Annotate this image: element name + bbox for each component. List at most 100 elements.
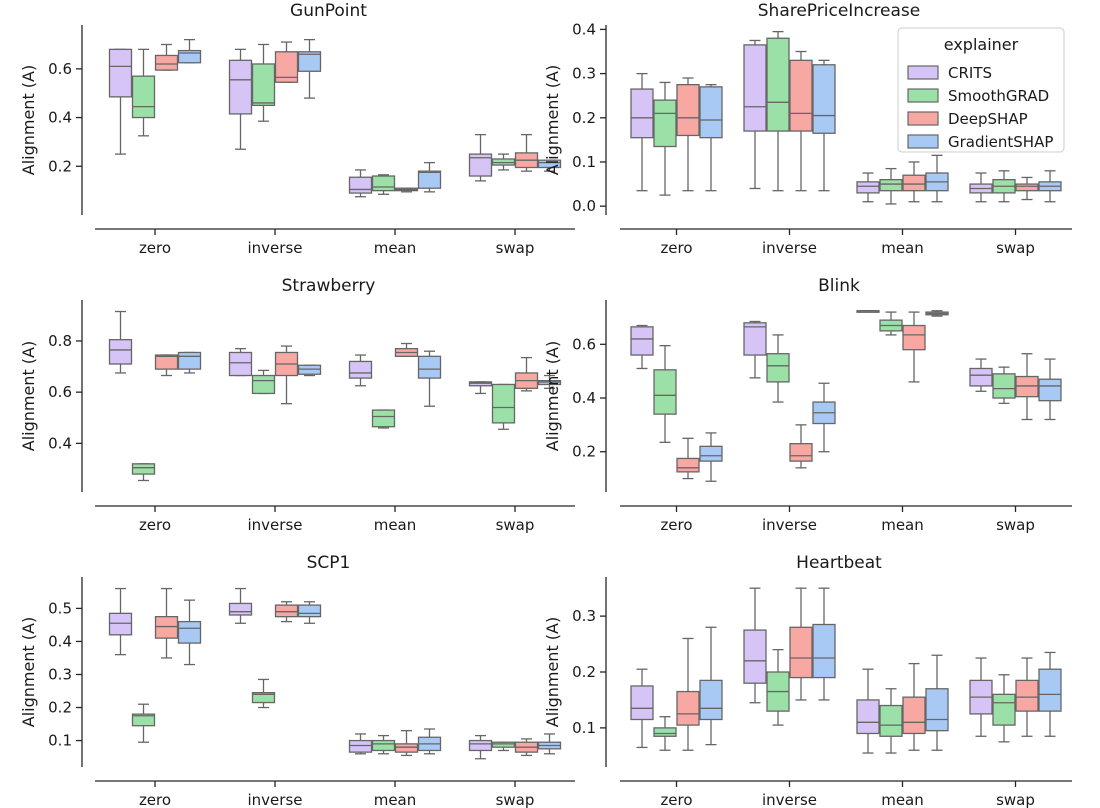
box-crits-inverse xyxy=(228,587,253,624)
box-smoothgrad-inverse xyxy=(251,678,276,709)
box-iqr xyxy=(491,741,516,748)
box-gradientshap-zero xyxy=(699,626,723,746)
box-smoothgrad-inverse xyxy=(766,30,790,192)
box-crits-zero xyxy=(108,48,133,155)
box-crits-inverse xyxy=(743,587,767,704)
panel-blink: Blink 0.2 0.4 0.6 Alignment (A) zero inverse me… xyxy=(543,276,1072,534)
box-crits-inverse xyxy=(228,48,253,150)
box-iqr xyxy=(1015,375,1039,398)
x-tick-label-zero: zero xyxy=(139,516,171,534)
y-tick-label: 0.3 xyxy=(48,665,72,683)
y-tick-label: 0.3 xyxy=(572,65,596,83)
box-iqr xyxy=(371,175,396,192)
y-tick-label: 0.2 xyxy=(48,699,72,717)
box-smoothgrad-swap xyxy=(992,366,1016,405)
box-gradientshap-mean xyxy=(417,350,442,407)
box-smoothgrad-swap xyxy=(491,383,516,430)
box-gradientshap-mean xyxy=(925,154,949,203)
box-smoothgrad-mean xyxy=(879,688,903,754)
box-gradientshap-zero xyxy=(699,432,723,482)
box-iqr xyxy=(879,179,903,192)
y-tick-label: 0.4 xyxy=(572,389,596,407)
box-gradientshap-inverse xyxy=(812,382,836,453)
legend-frame xyxy=(897,27,1065,153)
x-tick-label-mean: mean xyxy=(374,239,417,257)
box-crits-zero xyxy=(630,324,654,370)
box-iqr xyxy=(154,54,179,71)
panel-title: Heartbeat xyxy=(796,553,882,573)
box-iqr xyxy=(743,322,767,356)
y-tick-label: 0.2 xyxy=(572,663,596,681)
box-smoothgrad-swap xyxy=(491,153,516,171)
x-tick-label-inverse: inverse xyxy=(248,791,303,808)
box-deepshap-zero xyxy=(154,43,179,71)
box-iqr xyxy=(468,739,493,752)
box-smoothgrad-swap xyxy=(992,170,1016,203)
box-crits-inverse xyxy=(743,320,767,379)
x-tick-label-swap: swap xyxy=(996,239,1035,257)
box-iqr xyxy=(812,64,836,134)
legend-entry-crits: CRITS xyxy=(907,64,992,82)
box-iqr xyxy=(251,374,276,395)
box-deepshap-zero xyxy=(676,637,700,751)
box-iqr xyxy=(274,604,299,618)
box-iqr xyxy=(789,626,813,679)
legend-swatch xyxy=(907,65,939,80)
y-tick-label: 0.0 xyxy=(572,197,596,215)
box-gradientshap-mean xyxy=(925,654,949,751)
box-iqr xyxy=(699,86,723,139)
panel-title: GunPoint xyxy=(290,1,367,21)
legend-entry-deepshap: DeepSHAP xyxy=(907,110,1028,128)
y-tick-label: 0.4 xyxy=(48,632,72,650)
box-gradientshap-inverse xyxy=(812,59,836,192)
legend-label: GradientSHAP xyxy=(948,133,1053,151)
box-iqr xyxy=(228,59,253,115)
panel-scp1: SCP1 0.1 0.2 0.3 0.4 0.5 Alignment (A) zero inve… xyxy=(19,553,575,808)
x-tick-label-mean: mean xyxy=(881,516,924,534)
box-smoothgrad-swap xyxy=(491,741,516,752)
box-deepshap-swap xyxy=(514,738,539,757)
box-deepshap-mean xyxy=(394,730,419,757)
y-tick-label: 0.2 xyxy=(572,443,596,461)
box-gradientshap-swap xyxy=(537,733,562,755)
box-crits-mean xyxy=(856,668,880,754)
box-crits-inverse xyxy=(228,347,253,377)
x-tick-label-zero: zero xyxy=(660,239,692,257)
y-tick-label: 0.1 xyxy=(572,153,596,171)
box-iqr xyxy=(537,159,562,169)
box-smoothgrad-zero xyxy=(653,345,677,443)
box-iqr xyxy=(653,727,677,737)
box-iqr xyxy=(879,704,903,737)
box-deepshap-swap xyxy=(1015,176,1039,201)
box-deepshap-zero xyxy=(676,437,700,480)
box-iqr xyxy=(1015,679,1039,712)
y-tick-label: 0.6 xyxy=(572,335,596,353)
box-iqr xyxy=(177,620,202,644)
box-iqr xyxy=(630,88,654,139)
box-gradientshap-inverse xyxy=(297,364,322,377)
box-deepshap-swap xyxy=(1015,657,1039,737)
x-tick-label-inverse: inverse xyxy=(762,239,817,257)
legend-title: explainer xyxy=(944,35,1019,54)
box-crits-swap xyxy=(969,657,993,737)
box-iqr xyxy=(177,351,202,370)
legend-swatch xyxy=(907,88,939,103)
box-deepshap-inverse xyxy=(789,424,813,469)
y-tick-label: 0.6 xyxy=(48,383,72,401)
y-axis-label: Alignment (A) xyxy=(19,65,38,176)
box-gradientshap-zero xyxy=(177,351,202,374)
box-deepshap-zero xyxy=(154,354,179,377)
box-iqr xyxy=(743,44,767,132)
box-deepshap-zero xyxy=(154,587,179,659)
panel-strawberry: Strawberry 0.4 0.6 0.8 Alignment (A) zero inve… xyxy=(19,276,575,534)
x-tick-label-swap: swap xyxy=(496,516,535,534)
box-iqr xyxy=(274,51,299,83)
y-tick-label: 0.2 xyxy=(48,157,72,175)
box-deepshap-inverse xyxy=(789,587,813,701)
box-iqr xyxy=(417,355,442,379)
box-iqr xyxy=(676,457,700,473)
y-axis-label: Alignment (A) xyxy=(543,617,562,728)
box-iqr xyxy=(131,463,156,475)
box-iqr xyxy=(228,602,253,616)
box-gradientshap-swap xyxy=(537,374,562,389)
